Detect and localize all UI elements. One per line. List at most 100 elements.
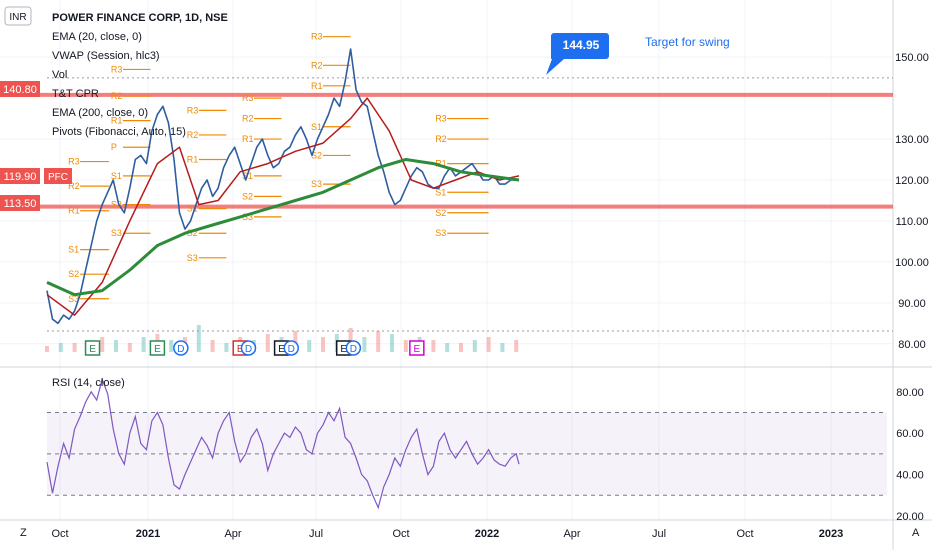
price-series <box>46 48 520 325</box>
pivot-label: R1 <box>311 81 323 91</box>
pivot-label: R3 <box>187 105 199 115</box>
series-line-0 <box>46 48 520 325</box>
pivot-label: S2 <box>435 208 446 218</box>
rsi-axis: 20.00 40.00 60.00 80.00 <box>896 387 924 523</box>
pivot-label: S3 <box>435 228 446 238</box>
legend-symbol[interactable]: POWER FINANCE CORP, 1D, NSE <box>52 12 228 24</box>
event-marker-label: E <box>278 344 285 355</box>
pivot-label: S2 <box>111 200 122 210</box>
rsi-series <box>46 377 520 510</box>
currency-badge[interactable]: INR <box>4 6 32 26</box>
pivot-label: R2 <box>68 181 80 191</box>
pivot-label: S1 <box>435 187 446 197</box>
pivot-label: R3 <box>242 93 254 103</box>
y-tick-label: 100.00 <box>895 257 929 269</box>
y-tick-label: 110.00 <box>896 216 929 228</box>
series-line-1 <box>46 97 520 316</box>
pivot-label: R3 <box>435 114 447 124</box>
pivot-label: R3 <box>68 157 80 167</box>
support-tag-label: 113.50 <box>4 198 37 210</box>
pivot-label: R1 <box>68 206 80 216</box>
volume-bar <box>169 340 174 352</box>
legend-pivots[interactable]: Pivots (Fibonacci, Auto, 15) <box>52 126 186 138</box>
volume-bar <box>500 343 505 352</box>
horizontal-levels[interactable] <box>0 77 893 332</box>
rsi-tick-label: 20.00 <box>896 511 924 523</box>
pivot-label: R3 <box>111 64 123 74</box>
dividend-marker <box>240 340 257 356</box>
legend-ema200[interactable]: EMA (200, close, 0) <box>52 107 148 119</box>
volume-bar <box>45 346 49 352</box>
volume-bar <box>224 343 229 352</box>
current-price-tag: 119.90 PFC <box>0 168 72 184</box>
current-symbol-label: PFC <box>48 172 68 183</box>
pivot-label: S1 <box>311 122 322 132</box>
legend-vwap[interactable]: VWAP (Session, hlc3) <box>52 50 160 62</box>
y-tick-label: 130.00 <box>895 134 929 146</box>
volume-bar <box>403 340 408 352</box>
auto-scale-toggle[interactable]: A <box>912 527 920 539</box>
rsi-title[interactable]: RSI (14, close) <box>52 377 125 389</box>
volume-bar <box>431 340 436 352</box>
event-marker-label: E <box>414 344 421 355</box>
event-marker-label: E <box>154 344 161 355</box>
support-price-tag: 113.50 <box>0 195 40 211</box>
event-marker-label: D <box>245 344 252 355</box>
pivot-label: S2 <box>242 191 253 201</box>
legend-cpr[interactable]: T&T CPR <box>52 88 99 100</box>
rsi-guide-lines <box>47 411 887 496</box>
log-scale-toggle[interactable]: Z <box>20 527 27 539</box>
volume-bar <box>445 343 450 352</box>
dividend-marker <box>345 340 362 356</box>
x-tick-label: Apr <box>224 528 241 540</box>
rsi-tick-label: 60.00 <box>896 428 924 440</box>
grid <box>0 0 893 520</box>
price-axis: 80.00 90.00 100.00 110.00 120.00 130.00 150.00 <box>895 52 929 351</box>
earnings-marker <box>409 340 425 356</box>
volume-bar <box>100 337 105 352</box>
target-callout[interactable]: 144.95 <box>546 33 609 75</box>
x-tick-label: Oct <box>736 528 753 540</box>
legend: POWER FINANCE CORP, 1D, NSE EMA (20, clo… <box>52 12 228 138</box>
event-marker-label: E <box>89 344 96 355</box>
resistance-price-tag: 140.80 <box>0 81 40 97</box>
volume-bar <box>72 343 77 352</box>
x-tick-label: Oct <box>51 528 68 540</box>
pivot-label: S3 <box>68 294 79 304</box>
volume-bar <box>321 337 325 352</box>
event-marker-label: D <box>350 344 357 355</box>
y-tick-label: 120.00 <box>895 175 929 187</box>
currency-label: INR <box>9 12 26 23</box>
pivot-label: S3 <box>311 179 322 189</box>
x-tick-label: 2023 <box>819 528 843 540</box>
volume-bar <box>514 340 519 352</box>
x-tick-label: Jul <box>309 528 323 540</box>
x-tick-label: Jul <box>652 528 666 540</box>
y-tick-label: 80.00 <box>898 339 926 351</box>
legend-vol[interactable]: Vol <box>52 69 67 81</box>
pivot-label: S3 <box>187 253 198 263</box>
pivot-label: S3 <box>111 228 122 238</box>
target-note[interactable]: Target for swing <box>645 35 730 49</box>
volume-bar <box>114 340 118 352</box>
pivot-label: S1 <box>187 204 198 214</box>
x-tick-label: 2022 <box>475 528 499 540</box>
event-marker-label: E <box>237 344 244 355</box>
legend-ema20[interactable]: EMA (20, close, 0) <box>52 31 142 43</box>
volume-bar <box>376 331 381 352</box>
rsi-tick-label: 80.00 <box>896 387 924 399</box>
volume-bar <box>265 334 270 352</box>
pivot-label: S2 <box>187 228 198 238</box>
pivot-label: R2 <box>311 60 323 70</box>
pivot-label: R2 <box>187 130 199 140</box>
pivot-label: S3 <box>242 212 253 222</box>
pivot-label: S2 <box>68 269 79 279</box>
pivot-label: S2 <box>311 150 322 160</box>
x-tick-label: 2021 <box>136 528 160 540</box>
pivot-label: S1 <box>111 171 122 181</box>
time-axis: Oct 2021 Apr Jul Oct 2022 Apr Jul Oct 2023 <box>51 528 843 540</box>
dividend-marker <box>283 340 300 356</box>
